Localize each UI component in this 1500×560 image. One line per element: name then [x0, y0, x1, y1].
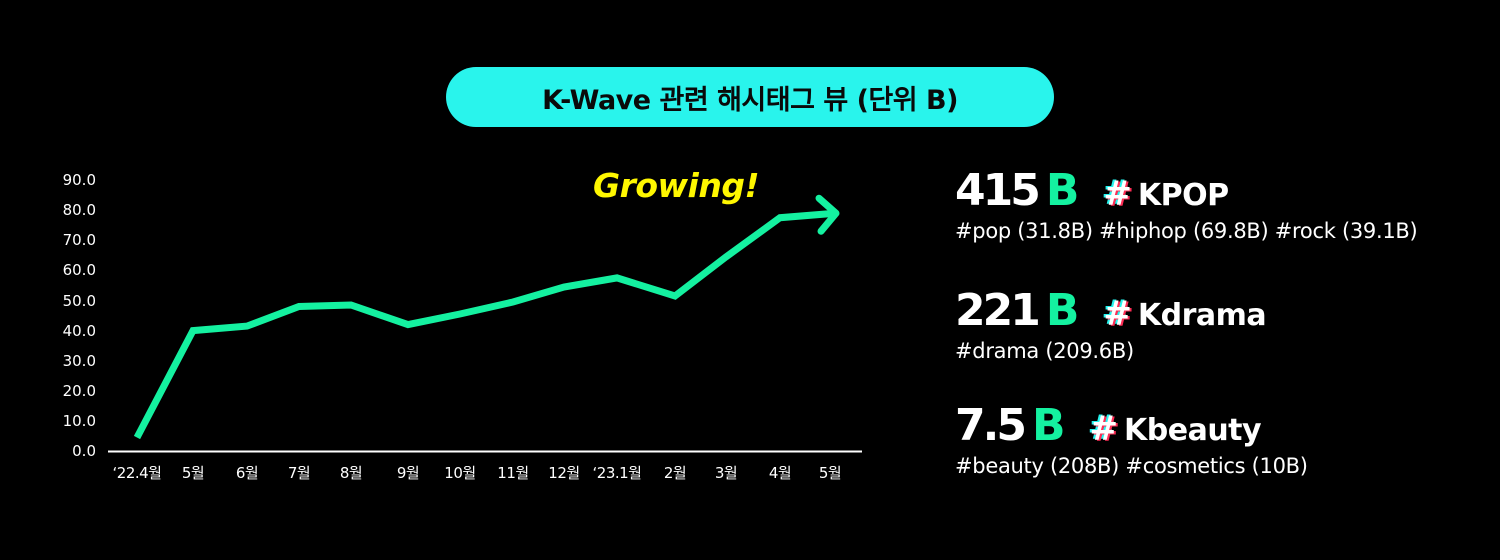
stat-subtags: #pop (31.8B) #hiphop (69.8B) #rock (39.1…: [955, 219, 1418, 243]
stat-unit: B: [1031, 400, 1066, 451]
y-tick-label: 80.0: [62, 201, 96, 220]
stat-tag: Kdrama: [1137, 298, 1267, 333]
x-tick-label: 11월: [497, 464, 529, 482]
growing-annotation: Growing!: [593, 166, 760, 205]
stat-number: 415: [955, 165, 1041, 216]
stat-subtags: #drama (209.6B): [955, 339, 1134, 363]
arrow-head-icon: [815, 194, 840, 235]
x-tick-label: 2월: [663, 464, 687, 482]
y-tick-label: 30.0: [62, 351, 96, 370]
stat-unit: B: [1045, 165, 1080, 216]
stat-kbeauty: 7.5 B # # # Kbeauty #beauty (208B) #cosmet…: [955, 400, 1308, 478]
y-tick-label: 20.0: [62, 381, 96, 400]
chart-plot: [108, 194, 862, 453]
x-tick-label: 10월: [444, 464, 476, 482]
y-tick-label: 0.0: [72, 442, 96, 460]
x-tick-label: 4월: [768, 464, 792, 482]
hashtag-icon: # # #: [1087, 408, 1121, 450]
hashtag-icon: # # #: [1101, 293, 1134, 335]
y-tick-label: 70.0: [62, 231, 96, 250]
y-tick-label: 50.0: [62, 291, 96, 310]
x-tick-label: 8월: [339, 464, 363, 482]
line-chart: 0.0 10.0 20.0 30.0 40.0 50.0 60.0 70.0 80.0 90.0 …: [62, 166, 862, 482]
stat-unit: B: [1045, 285, 1080, 336]
x-tick-label: 9월: [396, 464, 420, 482]
stat-subtags: #beauty (208B) #cosmetics (10B): [955, 454, 1308, 478]
x-tick-label: 12월: [548, 464, 580, 482]
x-tick-label: ‘23.1월: [592, 464, 642, 482]
y-tick-label: 60.0: [62, 261, 96, 280]
stat-kpop: 415 B # # # KPOP #pop (31.8B) #hiphop (69.…: [955, 165, 1418, 243]
x-tick-label: 5월: [818, 464, 842, 482]
chart-title-pill: K-Wave 관련 해시태그 뷰 (단위 B): [446, 67, 1054, 127]
x-tick-label: 7월: [287, 464, 311, 482]
x-tick-label: 6월: [235, 464, 259, 482]
stat-kdrama: 221 B # # # Kdrama #drama (209.6B): [955, 285, 1267, 363]
chart-title: K-Wave 관련 해시태그 뷰 (단위 B): [542, 84, 958, 116]
y-tick-label: 90.0: [62, 171, 96, 190]
stat-number: 7.5: [955, 400, 1027, 451]
hashtag-icon: # # #: [1101, 173, 1134, 215]
x-tick-label: ‘22.4월: [112, 464, 162, 482]
series-line: [133, 209, 836, 440]
x-tick-label: 3월: [714, 464, 738, 482]
y-tick-label: 10.0: [62, 411, 96, 430]
stat-number: 221: [955, 285, 1041, 336]
stat-tag: Kbeauty: [1124, 413, 1262, 448]
x-tick-label: 5월: [181, 464, 205, 482]
y-tick-label: 40.0: [62, 321, 96, 340]
stat-tag: KPOP: [1137, 178, 1229, 213]
